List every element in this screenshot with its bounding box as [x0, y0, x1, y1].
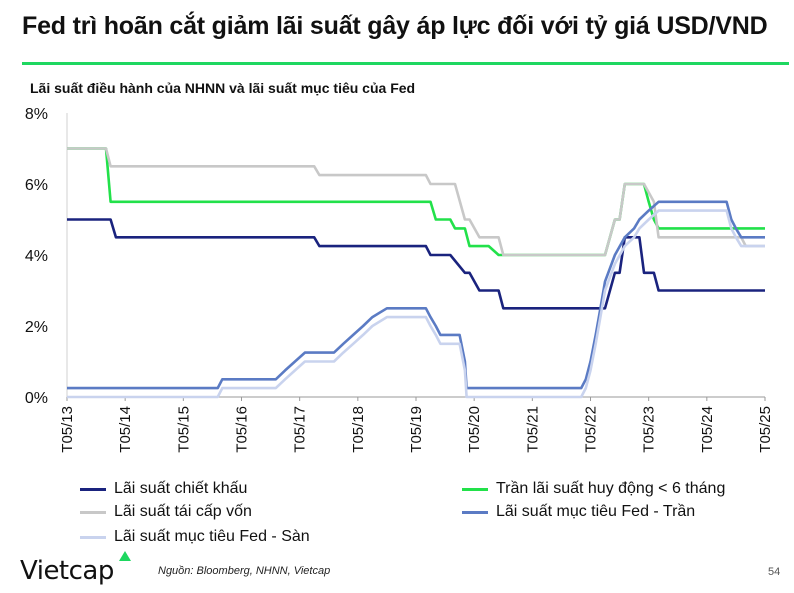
- vietcap-logo: Vietcap: [20, 556, 114, 586]
- y-tick-label: 4%: [25, 248, 48, 265]
- legend-item: Lãi suất chiết khấu: [80, 480, 247, 498]
- legend-swatch: [462, 487, 488, 491]
- x-tick-label: T05/21: [524, 406, 541, 453]
- legend-item: Lãi suất mục tiêu Fed - Trần: [462, 503, 695, 521]
- legend-item: Trần lãi suất huy động < 6 tháng: [462, 480, 725, 498]
- legend-swatch: [80, 535, 106, 539]
- x-tick-label: T05/16: [234, 406, 251, 453]
- x-tick-label: T05/15: [175, 406, 192, 453]
- legend-swatch: [462, 510, 488, 514]
- y-tick-label: 2%: [25, 319, 48, 336]
- series-line-2: [67, 147, 765, 257]
- page-number: 54: [768, 566, 781, 578]
- series-line-5: [67, 209, 765, 399]
- x-tick-label: T05/23: [641, 406, 658, 453]
- x-tick-label: T05/17: [292, 406, 309, 453]
- legend-item: Lãi suất mục tiêu Fed - Sàn: [80, 528, 310, 546]
- page-title: Fed trì hoãn cắt giảm lãi suất gây áp lự…: [22, 12, 768, 40]
- x-tick-label: T05/18: [350, 406, 367, 453]
- series-line-4: [67, 200, 765, 390]
- y-tick-label: 0%: [25, 390, 48, 407]
- legend-label: Lãi suất mục tiêu Fed - Trần: [496, 503, 696, 520]
- y-tick-label: 8%: [25, 106, 48, 123]
- legend-swatch: [80, 487, 106, 491]
- y-tick-label: 6%: [25, 177, 48, 194]
- logo-triangle-icon: [119, 551, 131, 561]
- legend-label: Lãi suất tái cấp vốn: [114, 503, 252, 520]
- legend-label: Lãi suất mục tiêu Fed - Sàn: [114, 528, 310, 545]
- x-tick-label: T05/20: [466, 406, 483, 453]
- x-tick-label: T05/13: [59, 406, 76, 453]
- x-tick-label: T05/14: [117, 406, 134, 453]
- line-chart: 0% 2% 4% 6% 8% T05/13 T05/14 T05/15 T05/16 T05/17…: [25, 106, 774, 453]
- x-tick-label: T05/24: [699, 406, 716, 453]
- series-line-1: [67, 218, 765, 310]
- x-tick-label: T05/19: [408, 406, 425, 453]
- chart-title: Lãi suất điều hành của NHNN và lãi suất …: [30, 80, 416, 96]
- source-note: Nguồn: Bloomberg, NHNN, Vietcap: [158, 565, 331, 577]
- legend-item: Lãi suất tái cấp vốn: [80, 503, 252, 521]
- legend-label: Trần lãi suất huy động < 6 tháng: [496, 480, 726, 497]
- x-tick-label: T05/22: [583, 406, 600, 453]
- title-divider: [22, 62, 789, 65]
- legend-label: Lãi suất chiết khấu: [114, 480, 248, 497]
- x-tick-label: T05/25: [757, 406, 774, 453]
- legend-swatch: [80, 510, 106, 514]
